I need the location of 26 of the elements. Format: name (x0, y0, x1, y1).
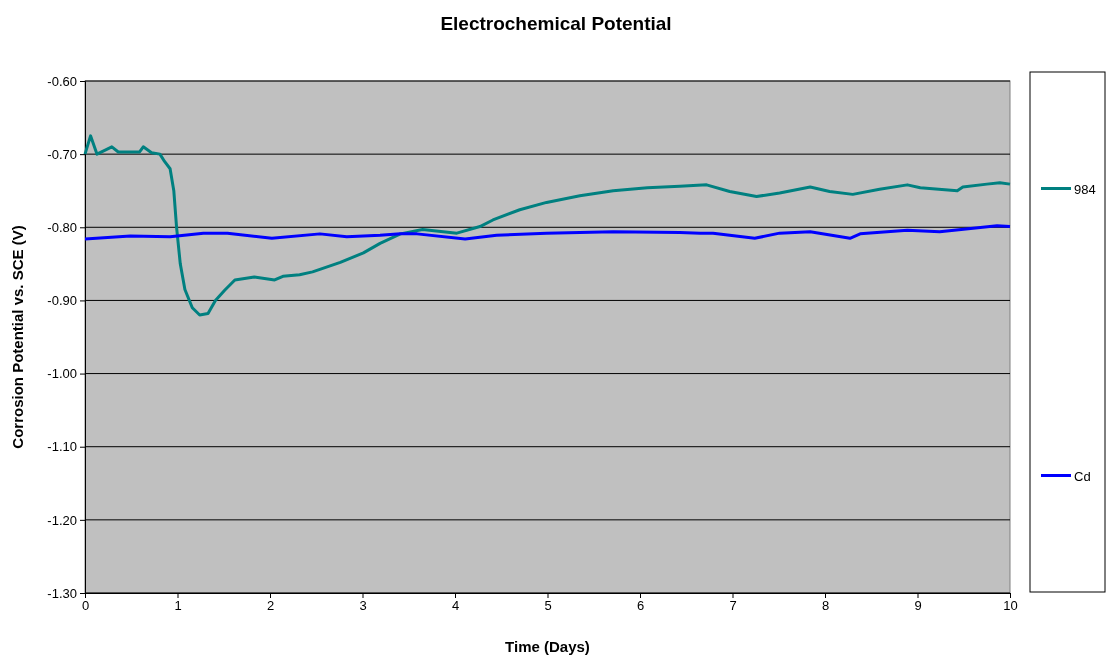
x-tick-label: 3 (359, 598, 367, 614)
legend-label: Cd (1074, 468, 1091, 484)
x-tick-label: 9 (914, 598, 922, 614)
x-tick-label: 10 (1003, 598, 1018, 614)
y-tick-label: -1.30 (47, 585, 77, 601)
line-series (83, 134, 1012, 317)
x-tick-label: 0 (81, 598, 90, 614)
x-tick-label: 8 (821, 598, 830, 614)
y-tick-label: -0.60 (47, 73, 77, 89)
y-tick-label: -0.90 (47, 293, 77, 309)
y-axis-title: Corrosion Potential vs. SCE (V) (9, 225, 26, 449)
line-series (83, 224, 1012, 241)
x-tick-label: 5 (544, 598, 552, 614)
y-tick-label: -1.00 (47, 366, 77, 382)
x-tick-label: 4 (451, 598, 460, 614)
chart-title: Electrochemical Potential (440, 13, 672, 34)
x-tick-label: 7 (729, 598, 737, 614)
y-tick-label: -1.10 (47, 439, 77, 455)
x-tick-label: 6 (636, 598, 645, 614)
y-tick-label: -0.70 (47, 146, 77, 162)
x-axis-title: Time (Days) (505, 638, 590, 655)
x-tick-label: 2 (266, 598, 275, 614)
y-tick-label: -1.20 (47, 512, 77, 528)
x-tick-label: 1 (174, 598, 182, 614)
y-tick-label: -0.80 (47, 219, 77, 235)
legend-label: 984 (1074, 181, 1096, 197)
